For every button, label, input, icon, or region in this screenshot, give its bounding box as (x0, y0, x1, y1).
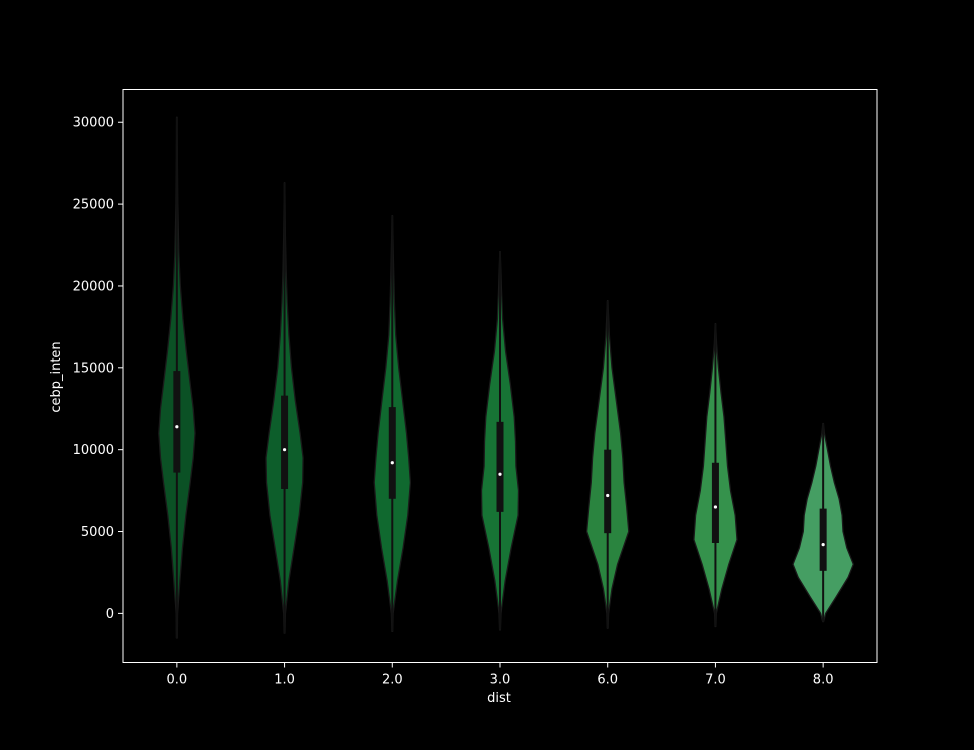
violins-layer (158, 116, 854, 639)
violin-iqr-box (281, 395, 289, 489)
violin-iqr-box (388, 407, 396, 499)
violin-median-point (282, 448, 287, 452)
y-tick-label: 25000 (73, 198, 114, 213)
violin-group (158, 116, 196, 639)
y-tick-label: 20000 (73, 279, 114, 294)
violin-group (373, 214, 412, 633)
violin-iqr-box (819, 508, 827, 571)
violin-group (265, 182, 304, 634)
violin-group (792, 422, 854, 623)
x-tick-label: 2.0 (382, 673, 403, 688)
violin-median-point (175, 425, 179, 429)
x-tick-label: 3.0 (490, 673, 511, 688)
violin-group (480, 250, 520, 631)
x-axis: 0.0 1.0 2.0 3.0 6.0 7.0 8.0 (167, 662, 834, 688)
x-tick-label: 7.0 (705, 673, 726, 688)
violin-iqr-box (173, 371, 181, 473)
violin-median-point (713, 505, 718, 509)
x-tick-label: 1.0 (274, 673, 295, 688)
y-tick-label: 5000 (81, 525, 114, 540)
y-axis-label: cebp_inten (49, 341, 64, 412)
y-tick-label: 10000 (73, 443, 114, 458)
y-tick-label: 30000 (73, 116, 114, 131)
violin-median-point (606, 493, 610, 498)
x-tick-label: 6.0 (597, 673, 618, 688)
violin-median-point (390, 461, 394, 465)
violin-iqr-box (711, 462, 719, 543)
y-axis: 0 5000 10000 15000 20000 25000 30000 (73, 116, 123, 622)
x-axis-label: dist (487, 691, 511, 706)
violin-group (585, 300, 630, 629)
violin-group (693, 322, 738, 628)
x-tick-label: 8.0 (813, 673, 834, 688)
y-tick-label: 15000 (73, 361, 114, 376)
violin-iqr-box (604, 449, 612, 534)
x-tick-label: 0.0 (167, 673, 188, 688)
violin-median-point (821, 543, 825, 547)
violin-median-point (498, 472, 502, 476)
violin-iqr-box (496, 421, 504, 512)
y-tick-label: 0 (106, 607, 114, 622)
